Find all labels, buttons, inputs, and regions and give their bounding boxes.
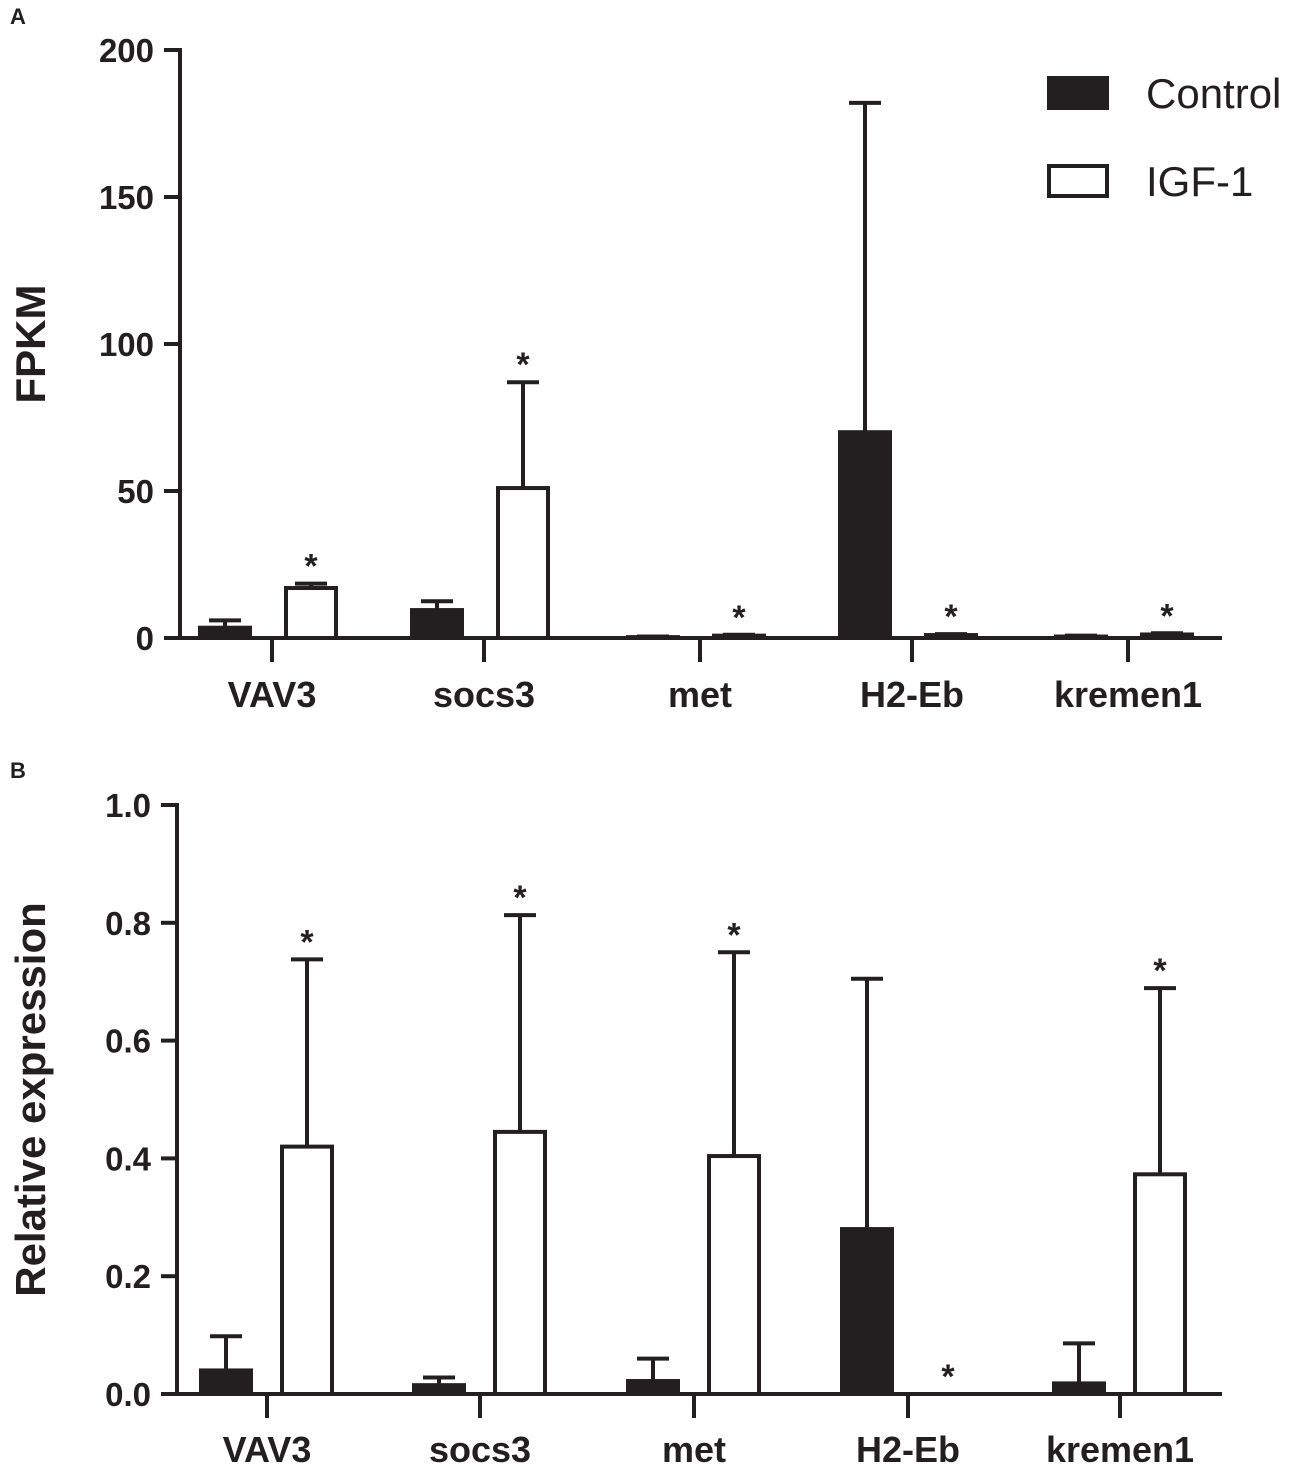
significance-star-a-h2-eb: *	[944, 598, 958, 636]
legend-label-igf1: IGF-1	[1146, 158, 1253, 205]
bar-b-igf1-vav3	[280, 1144, 334, 1396]
category-label-a-socs3: socs3	[433, 674, 535, 715]
y-tick-label-a-1: 50	[117, 473, 154, 510]
significance-star-b-kremen1: *	[1153, 952, 1167, 990]
bar-b-igf1-socs3	[493, 1129, 547, 1397]
significance-star-a-socs3: *	[516, 346, 530, 384]
y-tick-label-a-4: 200	[99, 32, 154, 69]
bar-a-control-h2-eb	[838, 430, 892, 641]
legend-swatch-igf1	[1047, 164, 1109, 198]
y-axis-title-b: Relative expression	[7, 902, 54, 1297]
bar-a-igf1-socs3	[496, 486, 550, 640]
legend-swatch-control	[1047, 76, 1109, 110]
significance-star-b-vav3: *	[300, 923, 314, 961]
significance-star-a-vav3: *	[304, 548, 318, 586]
category-label-a-vav3: VAV3	[228, 674, 317, 715]
y-tick-label-b-3: 0.6	[105, 1023, 151, 1060]
category-label-b-met: met	[662, 1429, 726, 1467]
y-tick-label-a-3: 150	[99, 179, 154, 216]
significance-star-a-met: *	[732, 599, 746, 637]
y-tick-label-b-4: 0.8	[105, 905, 151, 942]
bar-b-igf1-met	[707, 1154, 761, 1396]
y-tick-label-a-0: 0	[136, 620, 154, 657]
panel-label-b: B	[10, 758, 26, 783]
y-tick-label-b-0: 0.0	[105, 1376, 151, 1413]
significance-star-b-h2-eb: *	[941, 1358, 955, 1396]
bar-a-control-socs3	[410, 608, 464, 641]
bar-a-igf1-vav3	[284, 586, 338, 641]
panel-label-a: A	[10, 4, 26, 29]
category-label-a-h2-eb: H2-Eb	[860, 674, 964, 715]
significance-star-b-met: *	[727, 916, 741, 954]
significance-star-b-socs3: *	[513, 879, 527, 917]
category-label-b-kremen1: kremen1	[1046, 1429, 1194, 1467]
y-tick-label-b-5: 1.0	[105, 787, 151, 824]
y-tick-label-b-1: 0.2	[105, 1258, 151, 1295]
y-tick-label-a-2: 100	[99, 326, 154, 363]
significance-star-a-kremen1: *	[1160, 597, 1174, 635]
y-tick-label-b-2: 0.4	[105, 1140, 152, 1177]
category-label-b-socs3: socs3	[429, 1429, 531, 1467]
y-axis-title-a: FPKM	[7, 285, 54, 404]
category-label-a-kremen1: kremen1	[1054, 674, 1202, 715]
bar-b-igf1-kremen1	[1133, 1172, 1187, 1396]
bar-b-control-h2-eb	[840, 1227, 894, 1396]
legend-label-control: Control	[1146, 70, 1281, 117]
bar-b-control-vav3	[199, 1368, 253, 1396]
category-label-b-h2-eb: H2-Eb	[856, 1429, 960, 1467]
category-label-b-vav3: VAV3	[223, 1429, 312, 1467]
category-label-a-met: met	[668, 674, 732, 715]
